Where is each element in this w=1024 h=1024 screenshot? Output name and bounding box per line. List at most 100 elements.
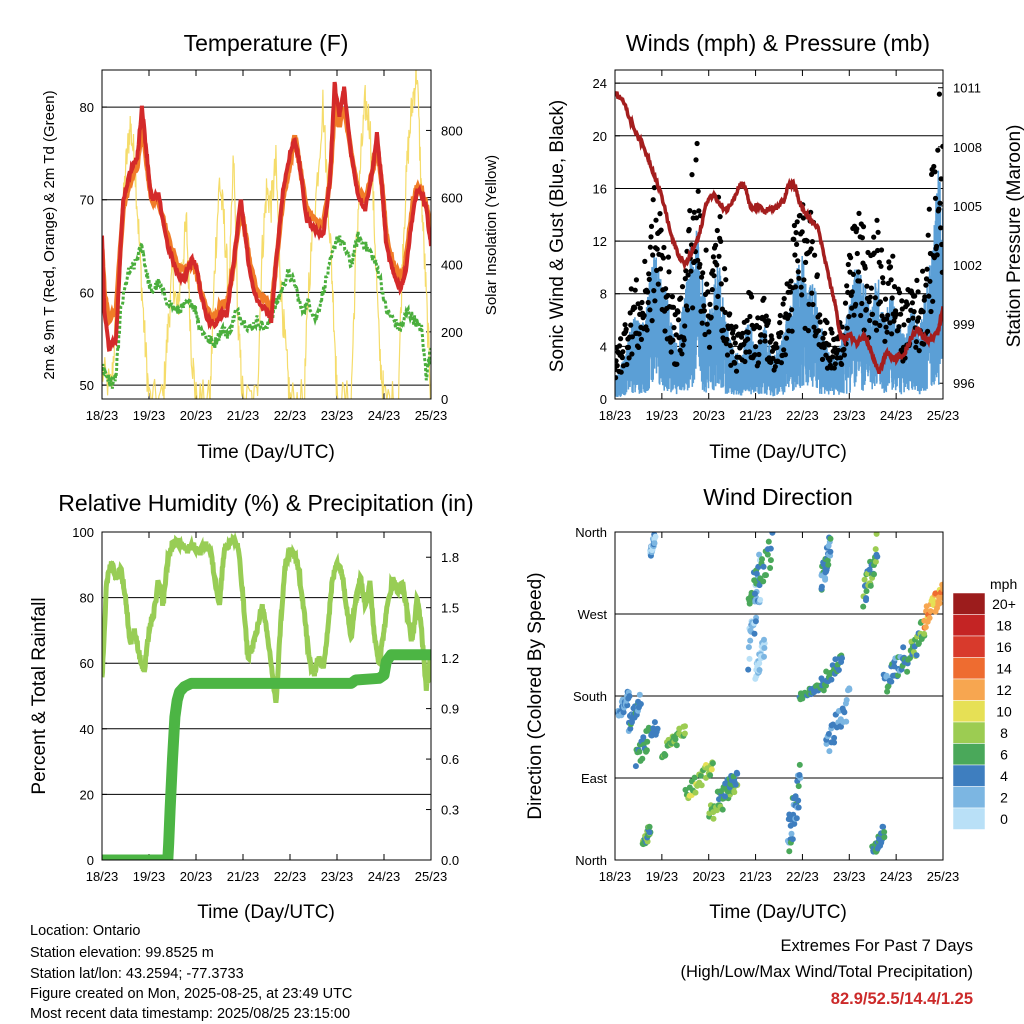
station-info: Location: Ontario Station elevation: 99.… [30,923,352,1022]
gust-dot [647,244,654,250]
direction-dot [789,836,796,843]
gust-dot [728,323,735,329]
gust-dot [932,195,939,201]
y2-tick-label: 1011 [953,81,981,96]
direction-dot [838,723,844,730]
gust-dot [714,262,720,268]
gust-dot [796,275,802,281]
direction-dot [863,595,870,602]
direction-dot [763,572,769,579]
y2-tick-label: 996 [953,376,975,391]
gust-dot [653,217,659,223]
gust-dot [924,266,930,272]
gust-dot [939,241,943,248]
gust-dot [862,265,868,271]
gust-dot [778,330,784,336]
gust-dot [791,222,798,229]
gust-dot [839,361,845,367]
gust-dot [858,312,864,319]
plot-frame [101,531,432,861]
gust-dot [733,324,739,330]
gust-dot [909,300,916,306]
x-tick-label: 20/23 [692,869,725,884]
y2-tick-label: 1008 [953,140,982,155]
gust-dot [683,303,690,309]
direction-dot [839,655,845,662]
gust-dot [686,226,692,233]
gust-dot [885,280,891,286]
gust-dot [701,303,707,309]
gust-dot [869,311,876,317]
direction-dot [888,678,895,685]
humidity-title: Relative Humidity (%) & Precipitation (i… [58,490,473,516]
gust-dot [615,375,619,381]
gust-dot [811,324,817,330]
direction-dot [731,789,738,796]
gust-dot [636,344,642,350]
direction-dot [746,655,753,662]
direction-panel: Wind Direction Time (Day/UTC) Direction … [525,484,1017,923]
gust-dot [864,283,870,289]
gust-dot [921,341,927,347]
direction-dot [745,666,752,673]
direction-dot [646,829,653,836]
winds-title: Winds (mph) & Pressure (mb) [626,30,930,56]
y-tick-label: 20 [80,787,94,802]
direction-dot [795,783,802,790]
y-tick-label: 24 [593,76,607,91]
x-tick-label: 22/23 [274,869,307,884]
y-tick-label: 50 [80,378,94,393]
gust-dot [884,329,890,335]
direction-dot [747,627,754,634]
temperature-y2-label: Solar Insolation (Yellow) [483,155,500,315]
legend-label: 20+ [992,596,1016,612]
direction-dot [756,660,763,667]
gust-dot [809,239,816,245]
legend-swatch [952,700,986,723]
gust-dot [615,363,620,369]
gust-dot [702,331,708,338]
x-tick-label: 20/23 [180,869,213,884]
gust-dot [763,313,769,319]
gust-dot [829,330,835,336]
legend-swatch [952,786,986,809]
gust-dot [817,312,823,318]
gust-dot [789,328,795,334]
direction-dot [732,781,739,788]
gust-dot [704,281,710,287]
legend-swatch [952,657,986,680]
gust-dot [795,269,801,275]
direction-dot [752,618,759,625]
direction-dot [860,603,867,610]
gust-dot [916,348,922,354]
direction-dot [936,600,943,607]
direction-dot [745,644,752,651]
gust-dot [939,269,943,275]
gust-dot [666,269,672,275]
direction-dot [761,653,767,660]
gust-dot [732,340,738,346]
extremes-value: 82.9/52.5/14.4/1.25 [831,990,973,1008]
gust-dot [876,259,882,265]
y2-tick-label: 200 [441,325,463,340]
winds-x-label: Time (Day/UTC) [709,442,847,463]
gust-dot [650,197,656,203]
direction-dot [796,761,803,768]
x-tick-label: 18/23 [599,869,632,884]
gust-dot [776,334,782,340]
direction-dot [846,686,853,693]
gust-dot [724,352,731,358]
y-tick-label: 40 [80,722,94,737]
gust-dot [880,280,886,286]
direction-dot [861,576,868,583]
direction-dot [651,719,658,726]
gust-dot [670,304,677,310]
relative-humidity-line [102,532,431,704]
direction-dot [710,815,717,822]
y2-tick-label: 400 [441,258,463,273]
humidity-x-label: Time (Day/UTC) [197,902,335,923]
direction-dot [884,688,891,695]
gust-dot [911,309,917,315]
gust-dot [658,227,664,233]
gust-dot [937,200,943,206]
